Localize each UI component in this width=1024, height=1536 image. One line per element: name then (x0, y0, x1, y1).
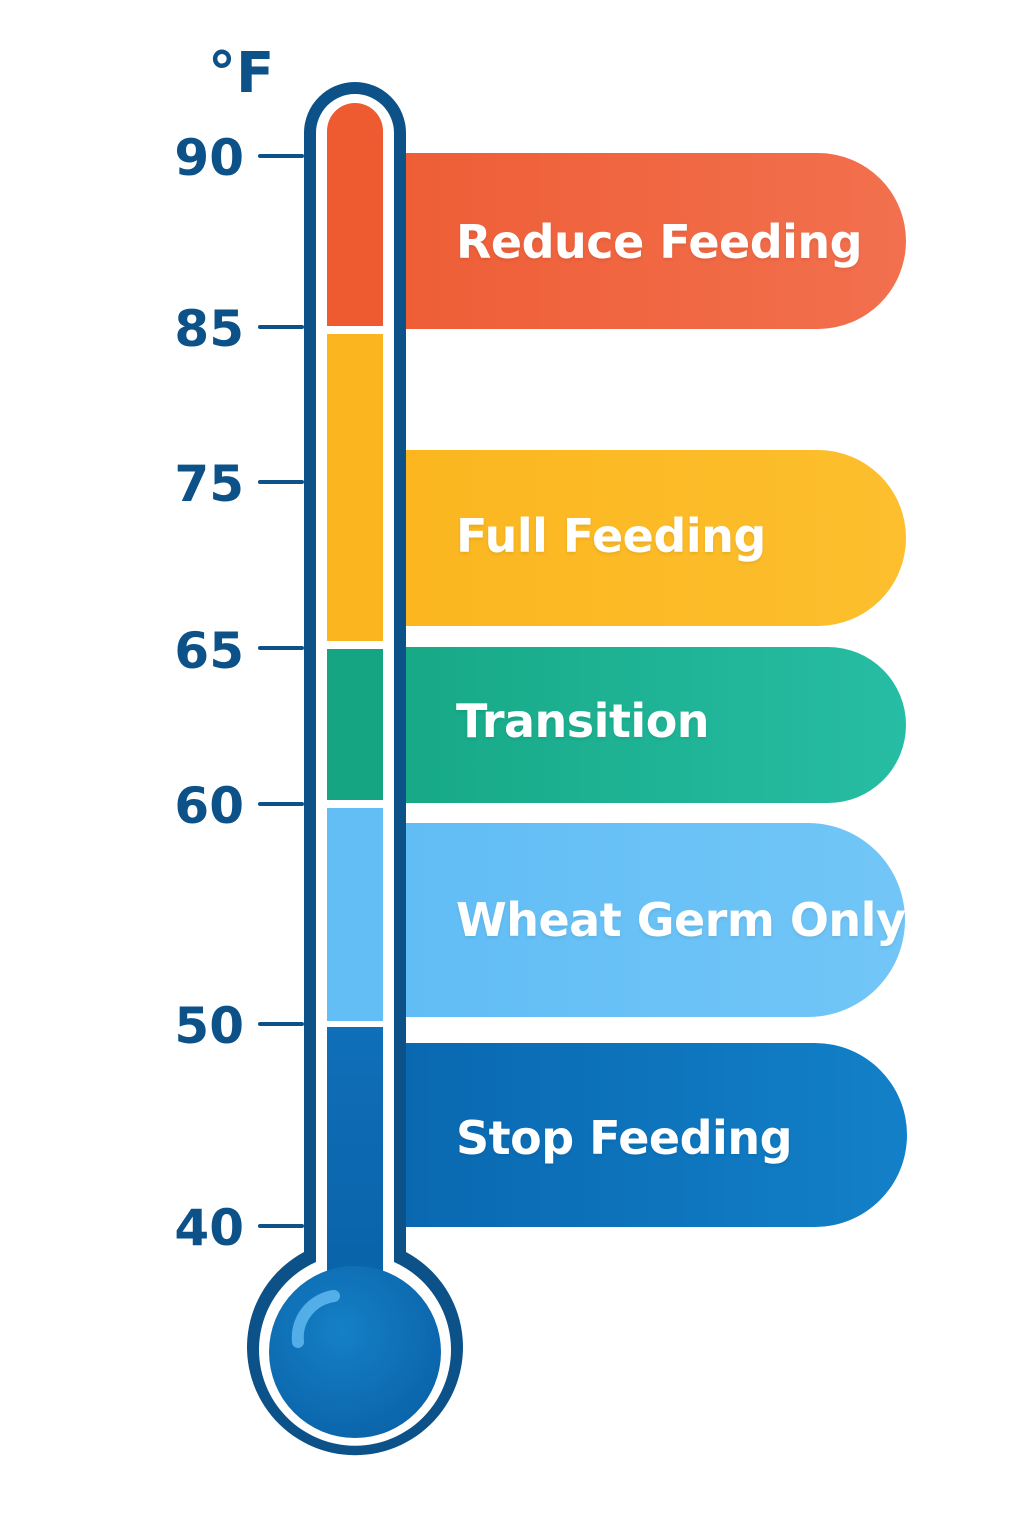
thermometer (246, 82, 464, 1456)
band-label-stop-feeding: Stop Feeding (456, 1111, 793, 1165)
band-pill-full-feeding (400, 450, 906, 626)
tube-segment-red (327, 103, 383, 326)
tube-segment-yellow (327, 334, 383, 641)
bulb-highlight (291, 1290, 340, 1348)
tick-label-90: 90 (174, 129, 244, 187)
tick-label-50: 50 (174, 997, 244, 1055)
band-pill-reduce-feeding (400, 153, 906, 329)
tube-segment-green (327, 649, 383, 800)
tick-label-40: 40 (174, 1199, 244, 1257)
tick-label-85: 85 (174, 300, 244, 358)
band-pill-transition (400, 647, 906, 803)
band-pill-wheat-germ-only (400, 823, 905, 1017)
band-pill-stop-feeding (400, 1043, 907, 1227)
tick-label-60: 60 (174, 777, 244, 835)
band-pills (400, 153, 907, 1227)
band-label-wheat-germ-only: Wheat Germ Only (456, 893, 906, 947)
unit-label: °F (208, 41, 275, 106)
tube-segment-blue (327, 1027, 383, 1277)
band-label-full-feeding: Full Feeding (456, 509, 766, 563)
thermometer-bulb (269, 1266, 441, 1438)
tick-marks (258, 154, 304, 1228)
tick-label-75: 75 (174, 455, 244, 513)
tick-label-65: 65 (174, 622, 244, 680)
band-label-reduce-feeding: Reduce Feeding (456, 215, 863, 269)
band-label-transition: Transition (456, 694, 710, 748)
tube-segment-lightblue (327, 808, 383, 1021)
